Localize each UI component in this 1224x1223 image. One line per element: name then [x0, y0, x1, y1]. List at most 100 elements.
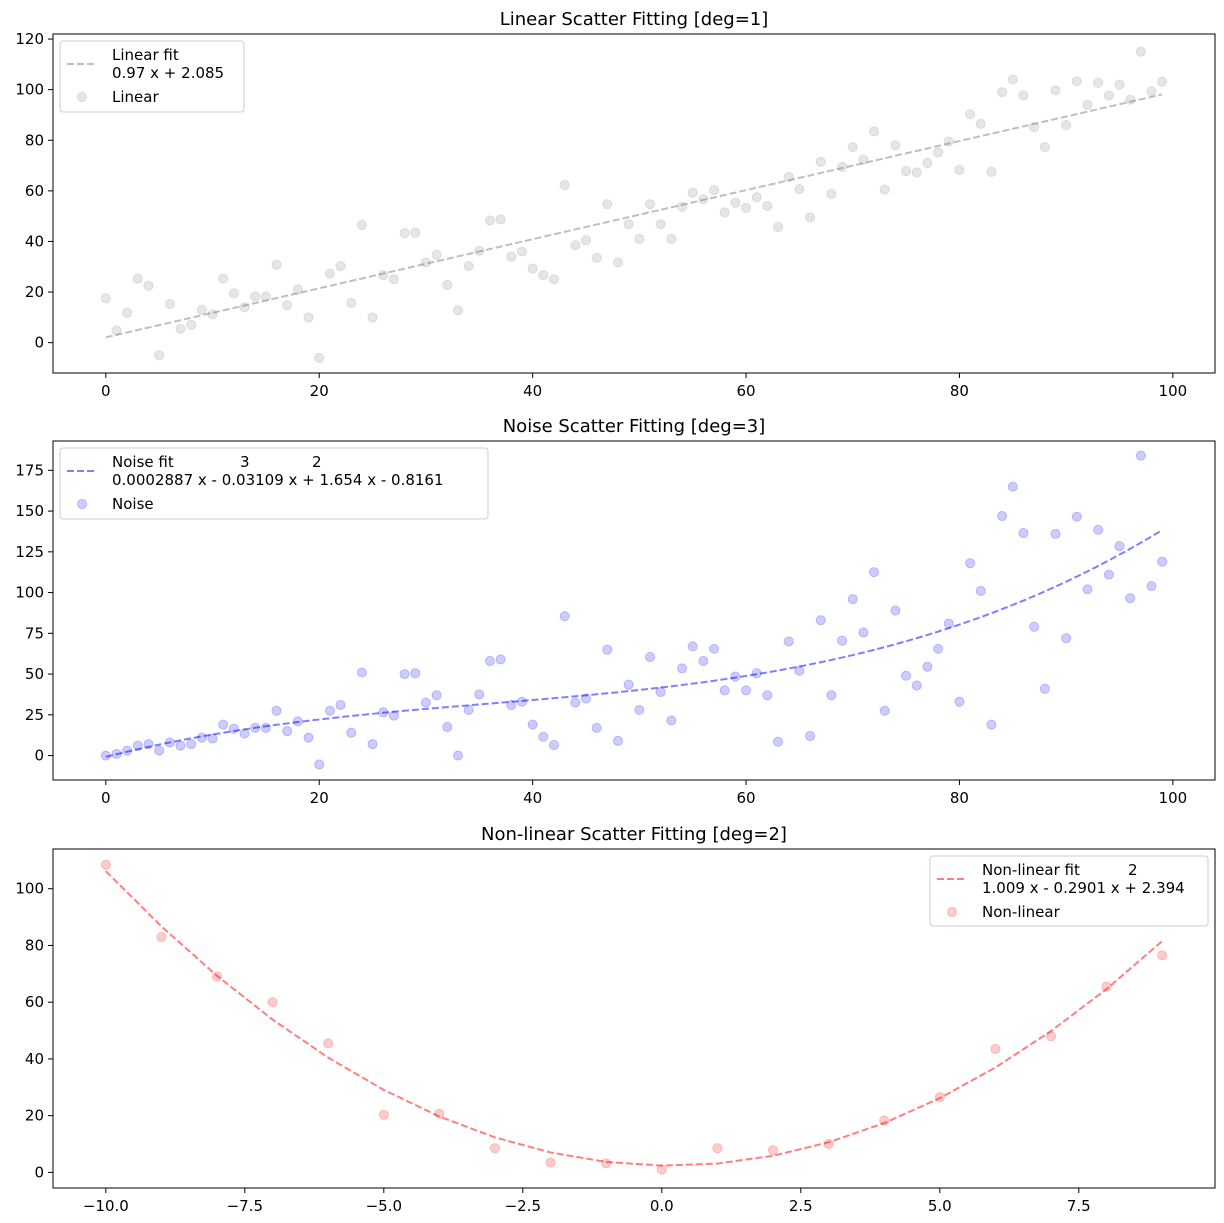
scatter-point [527, 263, 538, 274]
scatter-point [719, 207, 730, 218]
scatter-point [388, 710, 400, 721]
scatter-point [634, 233, 645, 245]
legend-fit-name: Linear fit [112, 46, 179, 64]
scatter-point [335, 260, 346, 272]
scatter-point [1125, 593, 1136, 604]
scatter-point [420, 257, 432, 268]
scatter-point [666, 715, 677, 726]
scatter-point [900, 166, 912, 177]
legend-scatter-name: Noise [112, 495, 154, 513]
scatter-point [644, 199, 656, 210]
scatter-point [292, 284, 303, 295]
scatter-point [740, 685, 752, 696]
scatter-point [815, 615, 826, 626]
scatter-point [431, 249, 442, 260]
scatter-point [783, 636, 794, 647]
x-tick-label: −10.0 [83, 1197, 129, 1215]
scatter-point [623, 679, 634, 690]
scatter-point [122, 307, 133, 318]
y-tick-label: 40 [25, 232, 44, 250]
chart-title: Linear Scatter Fitting [deg=1] [500, 9, 769, 30]
scatter-point [612, 257, 624, 268]
scatter-point [1101, 981, 1112, 992]
scatter-point [207, 309, 218, 320]
legend-fit-name: Noise fit [112, 453, 174, 471]
scatter-point [1061, 119, 1072, 131]
scatter-point [143, 280, 154, 291]
scatter-point [815, 156, 826, 167]
scatter-point [420, 697, 432, 708]
scatter-point [826, 188, 837, 199]
scatter-point [250, 722, 261, 733]
x-tick-label: 0 [101, 382, 111, 400]
y-tick-label: 20 [25, 283, 44, 301]
scatter-point [271, 259, 282, 270]
scatter-point [612, 735, 624, 746]
scatter-point [463, 704, 474, 716]
scatter-point [324, 268, 335, 279]
scatter-point [986, 166, 997, 177]
scatter-point [410, 227, 421, 238]
fit-line [105, 870, 1163, 1167]
scatter-point [698, 194, 709, 205]
y-tick-label: 120 [15, 30, 44, 48]
scatter-point [335, 699, 346, 711]
scatter-point [431, 690, 442, 701]
x-tick-label: 20 [310, 382, 329, 400]
scatter-point [712, 1143, 723, 1154]
scatter-point [858, 627, 869, 638]
scatter-point [1071, 76, 1082, 87]
scatter-point [879, 705, 890, 716]
scatter-point [260, 722, 271, 733]
scatter-point [175, 323, 186, 334]
scatter-point [751, 192, 762, 203]
scatter-point [218, 719, 229, 730]
scatter-point [943, 618, 954, 629]
scatter-point [282, 726, 293, 737]
scatter-point [474, 689, 485, 700]
y-tick-label: 80 [25, 936, 44, 954]
scatter-point [516, 246, 528, 257]
scatter-point [794, 183, 805, 195]
y-tick-label: 100 [15, 81, 44, 99]
legend-marker-sample [76, 498, 88, 510]
scatter-point [132, 740, 143, 751]
scatter-point [100, 750, 111, 761]
scatter-point [388, 274, 400, 285]
scatter-point [1061, 633, 1072, 644]
fit-line [105, 529, 1163, 758]
y-tick-label: 80 [25, 131, 44, 149]
x-tick-label: 100 [1159, 382, 1188, 400]
scatter-point [314, 352, 325, 363]
scatter-point [1157, 950, 1168, 961]
scatter-point [378, 1109, 389, 1120]
scatter-point [495, 654, 506, 665]
scatter-point [634, 704, 645, 716]
scatter-point [823, 1138, 834, 1150]
scatter-point [410, 668, 421, 679]
scatter-point [484, 215, 496, 226]
scatter-point [990, 1043, 1001, 1055]
scatter-point [1135, 450, 1146, 461]
scatter-point [218, 273, 229, 284]
scatter-point [580, 235, 592, 246]
y-tick-label: 20 [25, 1107, 44, 1125]
scatter-point [655, 219, 666, 230]
scatter-point [730, 671, 741, 682]
scatter-point [1093, 77, 1104, 88]
scatter-point [250, 291, 261, 302]
x-tick-label: 20 [310, 789, 329, 807]
scatter-point [1050, 528, 1061, 540]
x-tick-label: 40 [523, 789, 542, 807]
scatter-point [890, 140, 901, 151]
scatter-point [323, 1038, 334, 1049]
y-tick-label: 40 [25, 1050, 44, 1068]
y-tick-label: 100 [15, 880, 44, 898]
scatter-point [164, 737, 175, 748]
scatter-point [545, 1157, 556, 1168]
scatter-point [207, 733, 218, 744]
legend-scatter-name: Non-linear [982, 903, 1061, 921]
scatter-point [602, 199, 613, 210]
scatter-point [164, 298, 175, 310]
